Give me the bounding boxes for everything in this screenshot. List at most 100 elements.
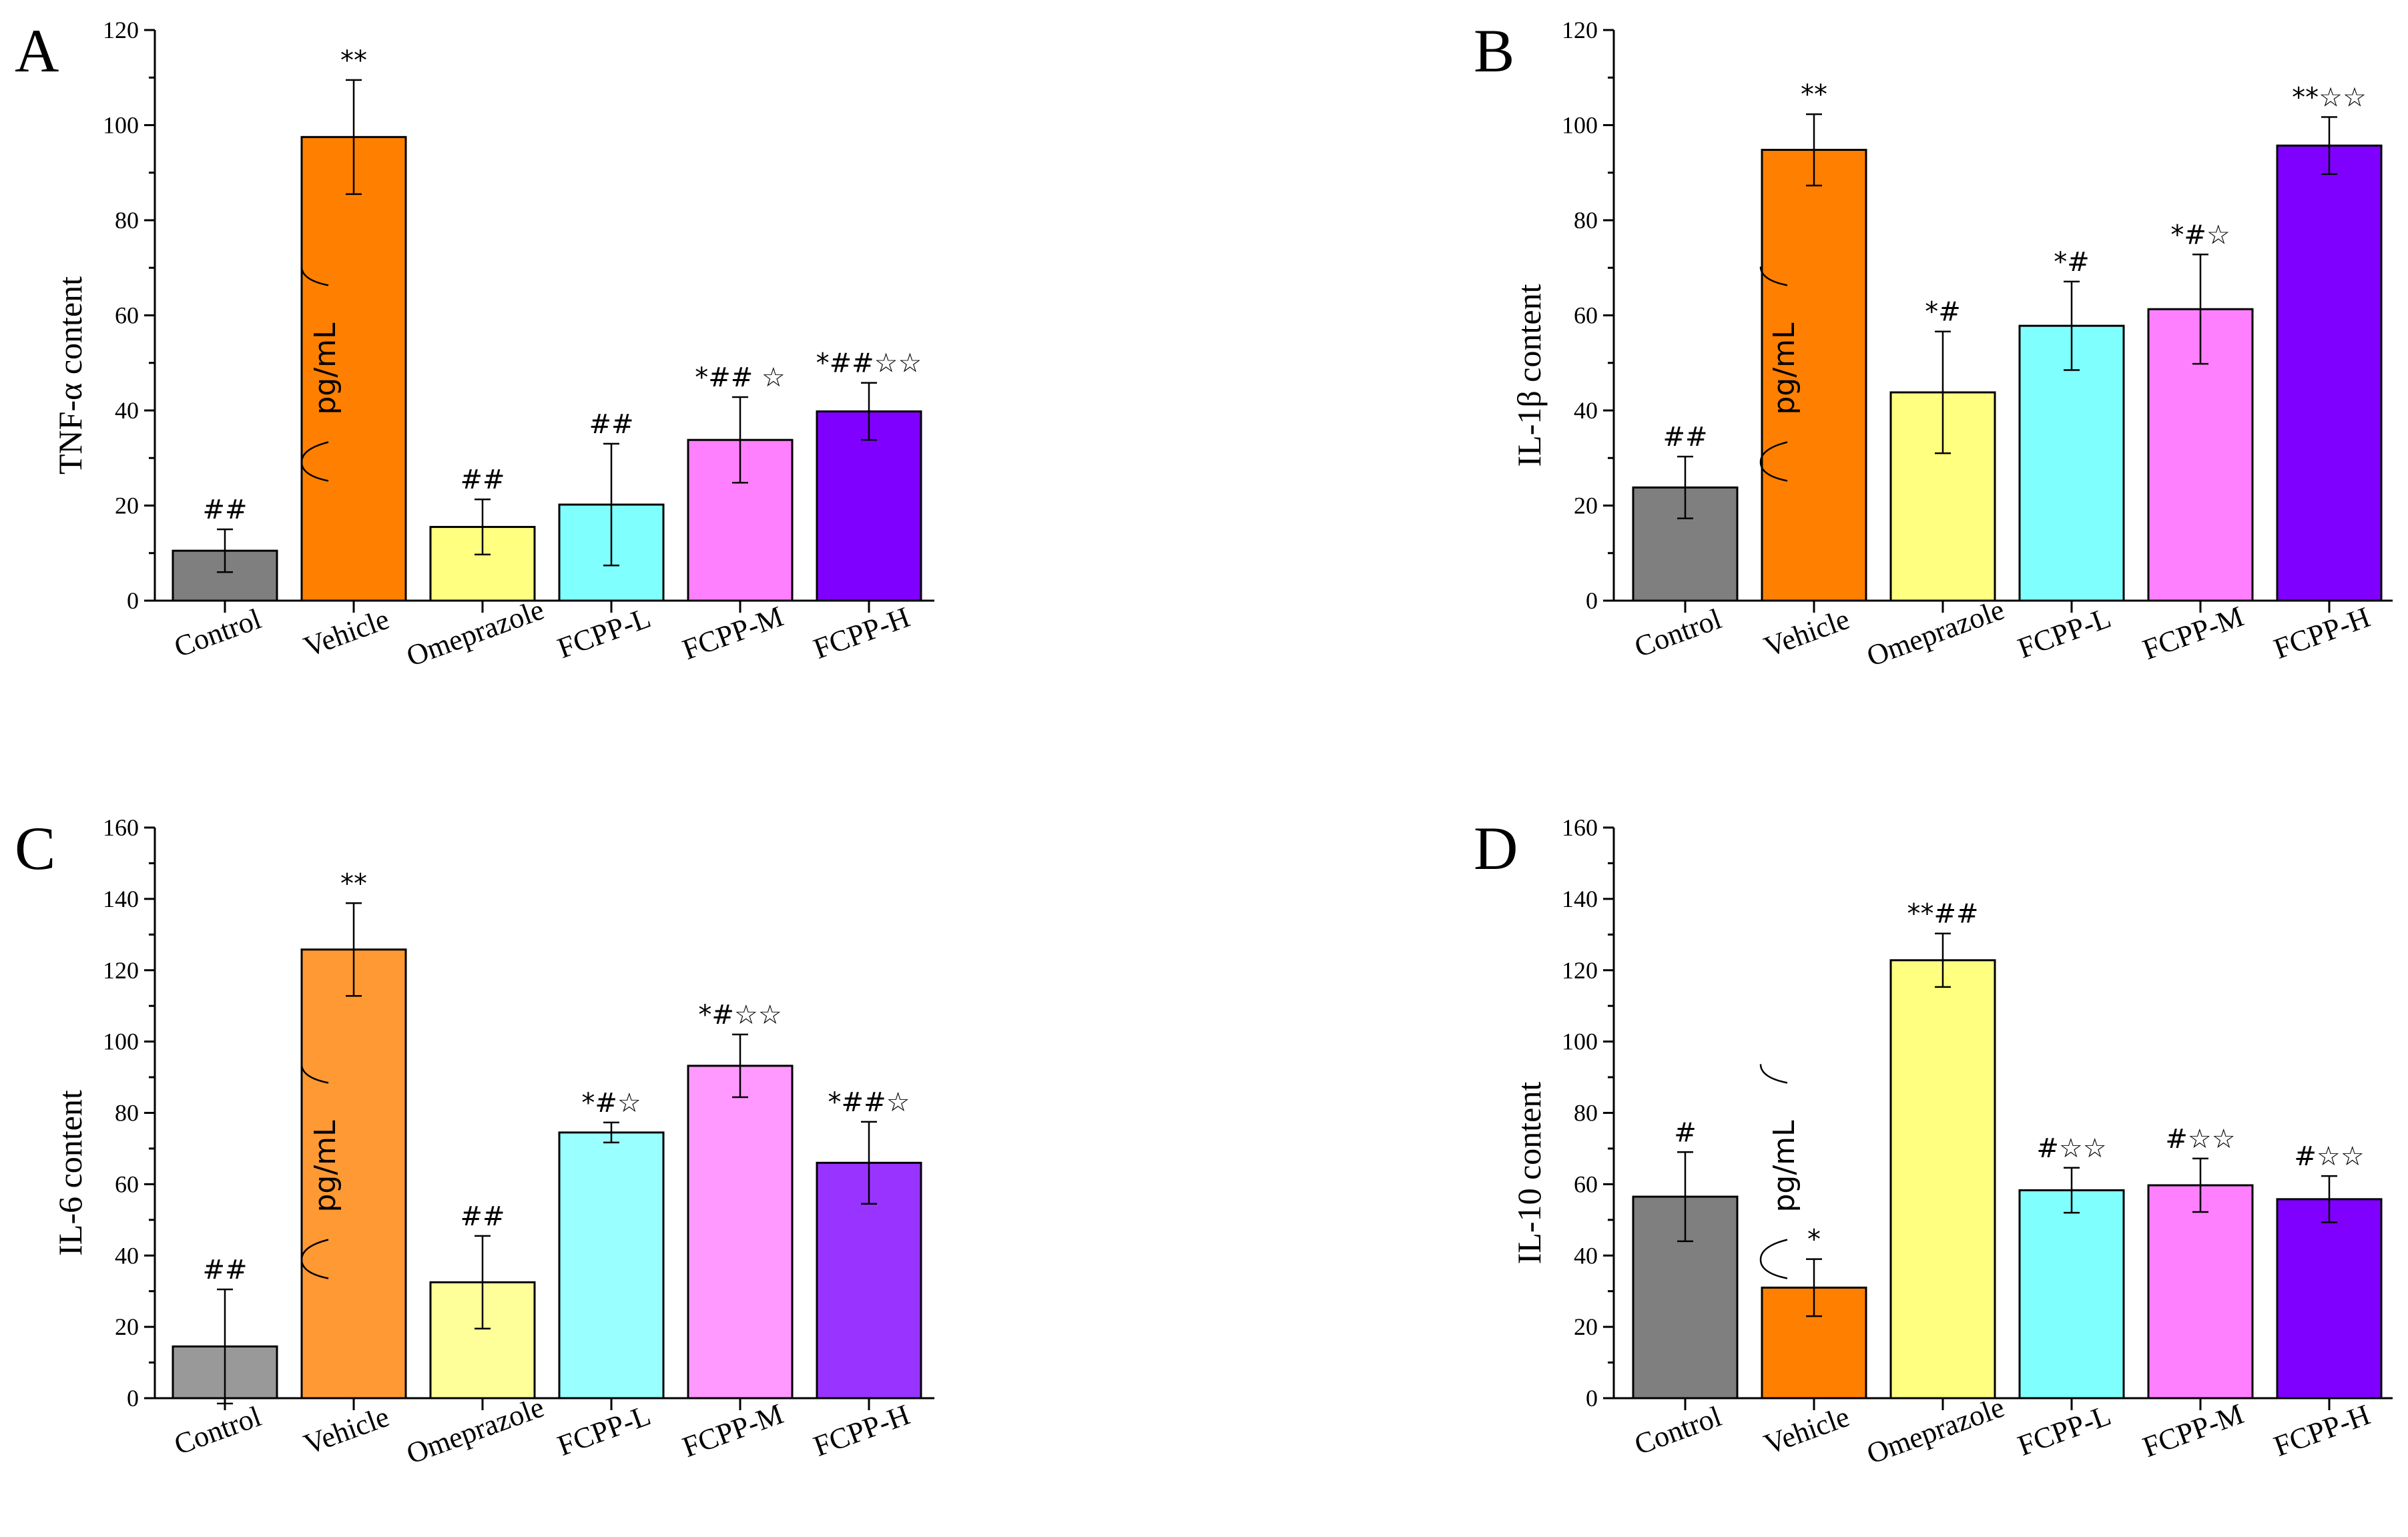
- error-bar-fcpp-m: [2192, 1157, 2208, 1213]
- unit-paren: [1759, 441, 1788, 482]
- bar-fcpp-m: [2147, 1184, 2254, 1400]
- error-bar-vehicle: [1806, 113, 1822, 187]
- unit-paren: [300, 441, 329, 482]
- y-axis-label: IL-6 content: [51, 1090, 89, 1256]
- significance-mark: ##: [589, 409, 633, 440]
- bar-omeprazole: [1889, 959, 1996, 1400]
- y-tick-label: 0: [127, 1385, 139, 1412]
- category-label: FCPP-M: [678, 1398, 788, 1464]
- category-label: Vehicle: [300, 1400, 394, 1461]
- category-label: FCPP-M: [2138, 1398, 2248, 1464]
- significance-mark: **: [340, 45, 367, 76]
- unit-paren: [1759, 1239, 1788, 1279]
- significance-mark: **: [1801, 79, 1827, 110]
- bar-vehicle: [1761, 149, 1867, 602]
- error-bar-fcpp-l: [603, 442, 619, 567]
- y-tick-label: 100: [103, 112, 139, 139]
- error-bar-control: [1677, 455, 1693, 519]
- y-tick-label: 120: [1562, 957, 1598, 984]
- bar-fcpp-l: [2018, 1189, 2125, 1400]
- y-tick-label: 80: [115, 1100, 139, 1127]
- error-bar-omeprazole: [475, 498, 491, 556]
- category-label: Control: [1630, 602, 1725, 663]
- significance-mark: ##: [1663, 422, 1707, 452]
- category-label: FCPP-H: [2270, 601, 2375, 665]
- significance-mark: #☆☆: [2294, 1141, 2364, 1172]
- y-tick-label: 40: [115, 1242, 139, 1269]
- significance-mark: *#: [1925, 297, 1961, 328]
- unit-paren: [1759, 266, 1788, 286]
- error-bar-fcpp-l: [603, 1121, 619, 1144]
- y-tick-label: 60: [115, 302, 139, 329]
- error-bar-fcpp-l: [2064, 1167, 2080, 1214]
- y-tick-label: 140: [1562, 886, 1598, 912]
- panel-d: D # Control * Vehicle **## Omeprazole #☆☆ FCPP-L…: [1474, 814, 2393, 1470]
- error-bar-vehicle: [346, 902, 362, 997]
- error-bar-vehicle: [346, 79, 362, 196]
- y-tick-label: 160: [1562, 814, 1598, 841]
- significance-mark: **##: [1907, 899, 1978, 930]
- y-tick-label: 20: [115, 493, 139, 519]
- significance-mark: ##: [460, 1201, 505, 1232]
- category-label: FCPP-L: [2014, 601, 2115, 665]
- error-bar-fcpp-h: [2321, 116, 2337, 176]
- y-tick-label: 120: [1562, 17, 1598, 43]
- y-tick-label: 20: [1574, 493, 1598, 519]
- category-label: Control: [1630, 1400, 1725, 1461]
- category-label: Control: [170, 1400, 265, 1461]
- category-label: Omeprazole: [402, 593, 549, 673]
- unit-paren: [1759, 1064, 1788, 1084]
- y-tick-label: 100: [1562, 112, 1598, 139]
- category-label: FCPP-M: [2138, 600, 2248, 667]
- y-tick-label: 60: [1574, 302, 1598, 329]
- error-bar-fcpp-m: [2192, 254, 2208, 365]
- y-axis-label: IL-1β content: [1510, 284, 1548, 467]
- error-bar-control: [217, 528, 233, 573]
- error-bar-omeprazole: [1935, 330, 1951, 454]
- y-tick-label: 40: [1574, 1242, 1598, 1269]
- significance-mark: *## ☆: [695, 362, 786, 393]
- significance-mark: #☆☆: [2165, 1124, 2235, 1155]
- y-tick-label: 160: [103, 814, 139, 841]
- unit-paren: [300, 1064, 329, 1084]
- y-tick-label: 60: [115, 1171, 139, 1197]
- category-label: FCPP-L: [553, 1399, 655, 1462]
- y-axis-label: IL-10 content: [1510, 1082, 1548, 1265]
- category-label: Vehicle: [300, 603, 394, 663]
- y-tick-label: 100: [103, 1028, 139, 1055]
- error-bar-fcpp-h: [861, 1121, 877, 1205]
- panel-b: B ## Control ** Vehicle *# Omeprazole *# FCPP-L *…: [1474, 17, 2393, 673]
- bar-fcpp-h: [2276, 1198, 2383, 1400]
- panel-letter: C: [15, 814, 55, 882]
- error-bar-omeprazole: [1935, 932, 1951, 988]
- error-bar-fcpp-l: [2064, 280, 2080, 371]
- y-tick-label: 20: [115, 1313, 139, 1340]
- unit-label: pg/mL: [308, 1120, 342, 1213]
- panel-c: C ## Control ** Vehicle ## Omeprazole *#☆ FCPP-L…: [15, 814, 934, 1470]
- category-label: Omeprazole: [1863, 593, 2009, 673]
- category-label: Omeprazole: [402, 1391, 549, 1471]
- unit-paren: [300, 1239, 329, 1279]
- panel-letter: B: [1474, 17, 1514, 85]
- y-axis-label: TNF-α content: [51, 276, 89, 475]
- category-label: FCPP-M: [678, 600, 788, 667]
- significance-mark: #☆☆: [2036, 1133, 2106, 1164]
- y-tick-label: 60: [1574, 1171, 1598, 1197]
- unit-label: pg/mL: [1767, 1120, 1801, 1213]
- error-bar-fcpp-m: [732, 1033, 748, 1099]
- unit-paren: [300, 266, 329, 286]
- unit-label: pg/mL: [1767, 322, 1801, 415]
- y-tick-label: 120: [103, 17, 139, 43]
- y-tick-label: 140: [103, 886, 139, 912]
- category-label: FCPP-L: [2014, 1399, 2115, 1462]
- error-bar-fcpp-m: [732, 396, 748, 484]
- bar-fcpp-l: [2018, 324, 2125, 602]
- panel-letter: D: [1474, 814, 1518, 882]
- error-bar-fcpp-h: [2321, 1175, 2337, 1223]
- y-tick-label: 0: [1586, 1385, 1598, 1412]
- category-label: FCPP-L: [553, 601, 655, 665]
- category-label: Omeprazole: [1863, 1391, 2009, 1471]
- significance-mark: *##☆☆: [816, 348, 922, 379]
- error-bar-vehicle: [1806, 1258, 1822, 1317]
